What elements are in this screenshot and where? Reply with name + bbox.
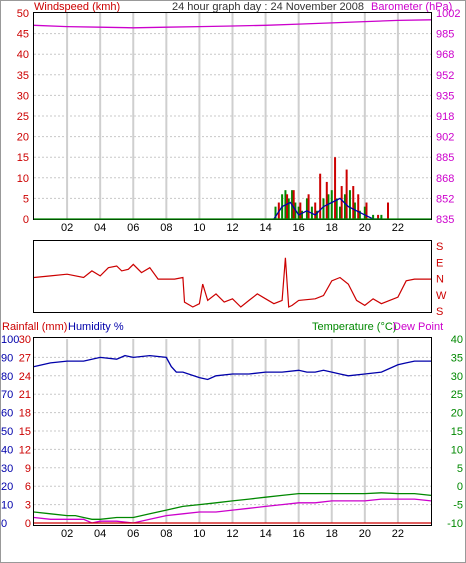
x-tick-label: 22 [392,528,404,540]
x-tick-label: 10 [193,528,205,540]
temp-tick-label: 5 [457,463,463,475]
humidity-tick-label: 20 [1,481,13,493]
chart-layer: 0510152025303540455083585286888590291893… [1,8,463,540]
series-line [33,492,432,520]
humidity-tick-label: 0 [1,518,7,530]
humidity-tick-label: 100 [1,334,19,346]
rain-tick-label: 30 [19,334,31,346]
humidity-tick-label: 10 [1,500,13,512]
rain-tick-label: 21 [19,389,31,401]
y2-tick-label: 918 [436,111,454,123]
x-tick-label: 12 [226,222,238,234]
temperature-label: Temperature (°C) [312,321,396,333]
y2-tick-label: 868 [436,173,454,185]
humidity-label: Humidity % [68,321,124,333]
x-tick-label: 20 [359,528,371,540]
rain-tick-label: 15 [19,426,31,438]
temp-tick-label: 30 [451,371,463,383]
y-tick-label: 0 [23,214,29,226]
x-tick-label: 18 [326,528,338,540]
y2-tick-label: 835 [436,214,454,226]
direction-tick-label: S [436,241,443,253]
series-line [273,197,382,220]
direction-tick-label: E [436,257,443,269]
x-tick-label: 14 [259,528,271,540]
direction-tick-label: S [436,306,443,318]
x-tick-label: 16 [293,222,305,234]
wind-direction-line [33,257,431,308]
humidity-tick-label: 40 [1,444,13,456]
x-tick-label: 20 [359,222,371,234]
rain-tick-label: 0 [25,518,31,530]
rain-tick-label: 24 [19,371,31,383]
y-tick-label: 20 [17,132,29,144]
x-tick-label: 04 [94,222,106,234]
direction-plot-frame [33,240,432,313]
x-tick-label: 14 [259,222,271,234]
x-tick-label: 06 [127,528,139,540]
y2-tick-label: 985 [436,29,454,41]
temp-tick-label: 40 [451,334,463,346]
x-tick-label: 18 [326,222,338,234]
x-tick-label: 08 [160,528,172,540]
bottom-plot-frame [33,337,432,526]
temp-tick-label: 25 [451,389,463,401]
rain-tick-label: 9 [25,463,31,475]
temp-tick-label: 35 [451,352,463,364]
humidity-tick-label: 90 [1,352,13,364]
temp-tick-label: 0 [457,481,463,493]
temp-tick-label: -5 [453,500,463,512]
x-tick-label: 04 [94,528,106,540]
rain-tick-label: 6 [25,481,31,493]
y2-tick-label: 902 [436,132,454,144]
humidity-tick-label: 60 [1,408,13,420]
humidity-tick-label: 80 [1,371,13,383]
y-tick-label: 45 [17,29,29,41]
y2-tick-label: 952 [436,70,454,82]
x-tick-label: 10 [193,222,205,234]
rain-tick-label: 27 [19,352,31,364]
x-tick-label: 08 [160,222,172,234]
x-tick-label: 02 [61,222,73,234]
y2-tick-label: 968 [436,49,454,61]
temp-tick-label: 10 [451,444,463,456]
y-tick-label: 25 [17,111,29,123]
x-tick-label: 16 [293,528,305,540]
y-tick-label: 40 [17,49,29,61]
humidity-tick-label: 30 [1,463,13,475]
y2-tick-label: 935 [436,90,454,102]
windspeed-label: Windspeed (kmh) [34,1,120,13]
humidity-tick-label: 50 [1,426,13,438]
series-line [33,19,432,29]
y-tick-label: 15 [17,152,29,164]
x-tick-label: 12 [226,528,238,540]
direction-tick-label: N [436,274,444,286]
chart-title: 24 hour graph day : 24 November 2008 [172,1,364,13]
temp-tick-label: 15 [451,426,463,438]
rain-tick-label: 3 [25,500,31,512]
x-tick-label: 02 [61,528,73,540]
rainfall-label: Rainfall (mm) [2,321,67,333]
y-tick-label: 5 [23,193,29,205]
temp-tick-label: 20 [451,408,463,420]
y2-tick-label: 852 [436,193,454,205]
direction-tick-label: W [436,290,447,302]
series-line [33,354,431,381]
y2-tick-label: 885 [436,152,454,164]
rain-tick-label: 18 [19,408,31,420]
y-tick-label: 35 [17,70,29,82]
rain-tick-label: 12 [19,444,31,456]
temp-tick-label: -10 [447,518,463,530]
barometer-label: Barometer (hPa) [371,1,452,13]
y-tick-label: 50 [17,8,29,20]
y-tick-label: 30 [17,90,29,102]
x-tick-label: 06 [127,222,139,234]
y-tick-label: 10 [17,173,29,185]
x-tick-label: 22 [392,222,404,234]
humidity-tick-label: 70 [1,389,13,401]
y2-tick-label: 1002 [436,8,460,20]
dewpoint-label: Dew Point [393,321,443,333]
